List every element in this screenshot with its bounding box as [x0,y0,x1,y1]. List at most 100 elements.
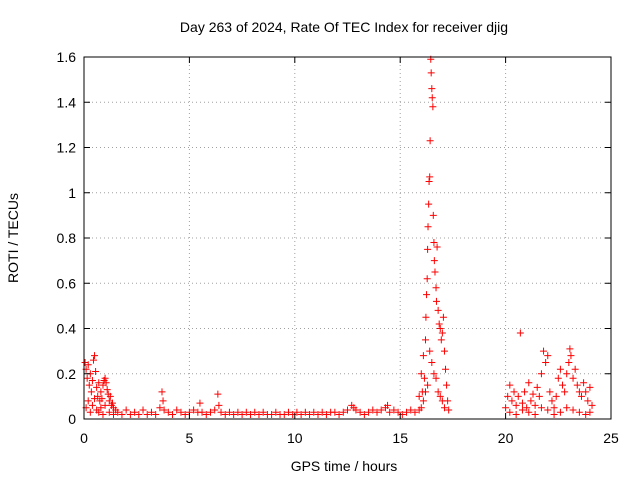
data-point [531,401,539,409]
data-point [102,379,110,387]
data-point [504,392,512,400]
data-point [365,408,373,416]
data-point [93,383,101,391]
y-tick-label: 1.4 [57,94,77,110]
x-axis-label: GPS time / hours [291,458,398,474]
data-point [434,306,442,314]
data-point [158,388,166,396]
y-tick-label: 0.2 [57,366,77,382]
data-point [91,395,99,403]
data-point [419,352,427,360]
plot-frame [83,56,612,420]
x-tick-label: 10 [287,430,303,446]
data-point [87,388,95,396]
data-point [514,392,522,400]
data-point [259,408,267,416]
data-point [556,408,564,416]
y-tick-label: 0.6 [57,275,77,291]
data-point [584,397,592,405]
data-point [160,406,168,414]
data-point [169,410,177,418]
data-point [103,386,111,394]
data-point [190,406,198,414]
data-point [135,410,143,418]
chart-title: Day 263 of 2024, Rate Of TEC Index for r… [180,19,508,35]
data-point [230,410,238,418]
data-point [556,365,564,373]
data-point [85,381,93,389]
data-point [344,406,351,414]
data-point [423,275,431,283]
data-point [118,410,126,418]
data-point [88,401,96,409]
data-point [339,408,347,416]
data-point [147,408,155,416]
data-point [92,367,100,375]
data-point [314,410,322,418]
data-point [101,374,109,382]
data-point [98,395,106,403]
data-point [434,388,442,396]
y-tick-label: 1 [68,185,76,201]
data-point [421,388,429,396]
data-point [247,410,255,418]
y-tick-label: 1.6 [57,49,77,65]
data-point [508,397,516,405]
data-point [322,410,330,418]
data-point [431,268,439,276]
grid-lines [84,57,611,419]
data-point [440,404,448,412]
data-point [99,410,107,418]
data-point [566,345,574,353]
data-point [563,370,571,378]
data-point [586,383,594,391]
data-point [177,408,185,416]
data-point [436,392,444,400]
data-point [83,374,91,382]
data-point [284,408,292,416]
data-point [424,223,432,231]
data-point [571,365,579,373]
data-point [518,406,526,414]
data-point [356,408,364,416]
data-point [575,408,583,416]
data-point [424,245,432,253]
data-point [225,408,233,416]
data-point [540,347,548,355]
data-point [440,347,448,355]
data-point [421,336,429,344]
data-point [310,408,318,416]
data-point [214,390,222,398]
data-point [86,408,94,416]
data-point [442,365,450,373]
data-point [373,408,381,416]
x-tick-label: 5 [186,430,194,446]
data-point [95,408,103,416]
data-point [512,401,520,409]
data-point [531,410,539,418]
data-point [521,388,529,396]
data-point [417,404,425,412]
data-point [280,410,288,418]
x-tick-label: 15 [392,430,408,446]
data-point [506,381,514,389]
data-point [535,392,543,400]
data-point [131,408,139,416]
data-point [428,94,436,102]
data-point [544,352,552,360]
data-point [525,408,533,416]
data-point [516,329,524,337]
data-point [573,381,581,389]
data-point [435,320,443,328]
data-point [575,388,583,396]
data-point [426,173,434,181]
data-point [164,408,172,416]
data-point [563,404,571,412]
data-point [352,406,360,414]
data-point [548,397,556,405]
data-point [527,397,535,405]
data-point [415,392,423,400]
data-point [215,401,223,409]
data-point [544,406,552,414]
